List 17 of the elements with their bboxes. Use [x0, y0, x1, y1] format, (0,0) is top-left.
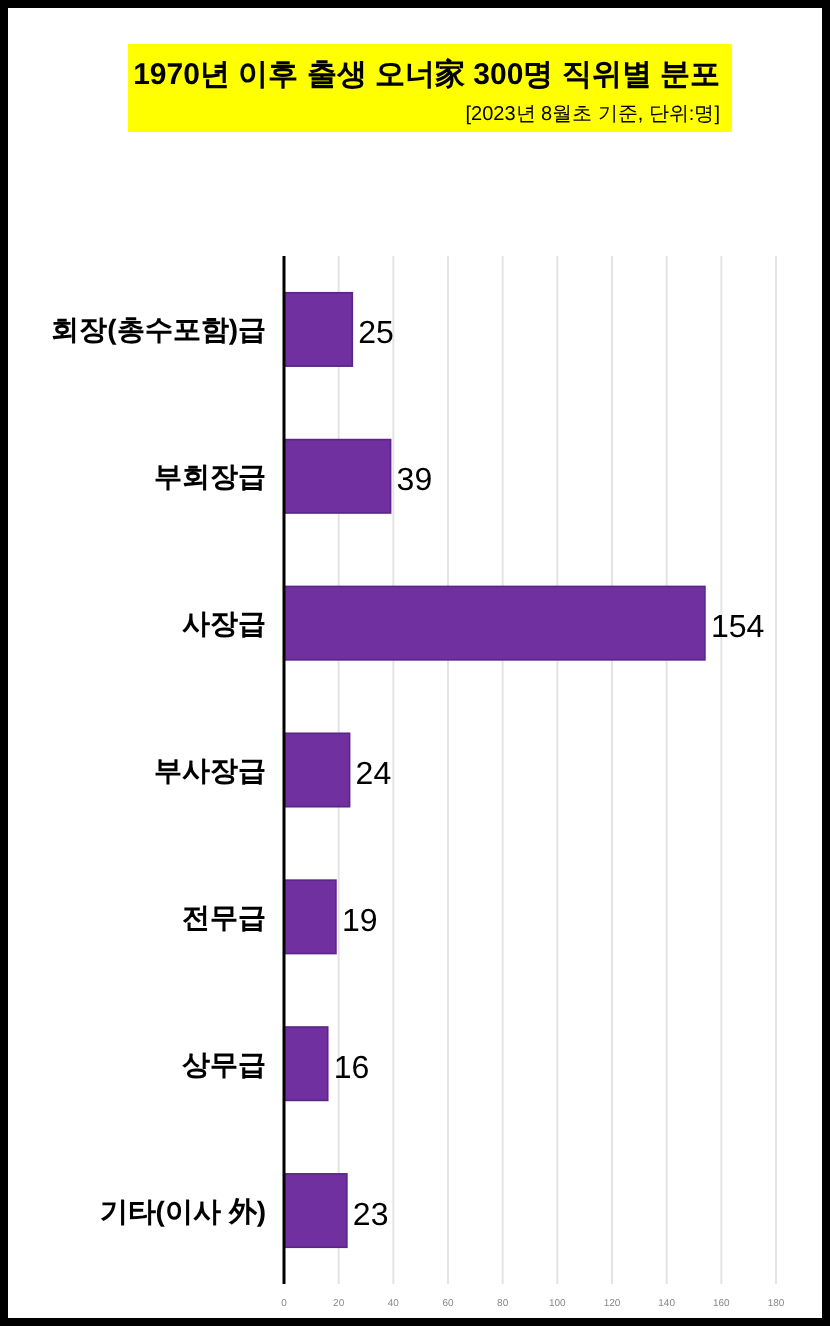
- data-label: 19: [341, 904, 378, 939]
- data-label: 23: [352, 1198, 389, 1233]
- y-tick-label: 회장(총수포함)급: [51, 313, 266, 346]
- y-tick-label: 상무급: [182, 1047, 266, 1080]
- y-tick-label: 부사장급: [154, 754, 266, 786]
- data-label: 39: [396, 464, 433, 499]
- chart-subtitle: [2023년 8월초 기준, 단위:명]: [465, 104, 721, 126]
- data-label: 25: [358, 317, 395, 352]
- y-tick-label: 사장급: [182, 607, 266, 640]
- y-tick-label: 전무급: [182, 900, 266, 933]
- title: 1970년 이후 출생 오너家 300명 직위별 분포 [2023년 8월초 기준, 단위:명]: [128, 44, 732, 132]
- data-label: 16: [333, 1051, 370, 1086]
- data-label: 154: [710, 611, 765, 646]
- y-tick-label: 부회장급: [154, 460, 266, 493]
- y-tick-label: 기타(이사 外): [99, 1194, 266, 1227]
- data-label: 24: [355, 758, 392, 792]
- chart-title: 1970년 이후 출생 오너家 300명 직위별 분포: [133, 56, 720, 92]
